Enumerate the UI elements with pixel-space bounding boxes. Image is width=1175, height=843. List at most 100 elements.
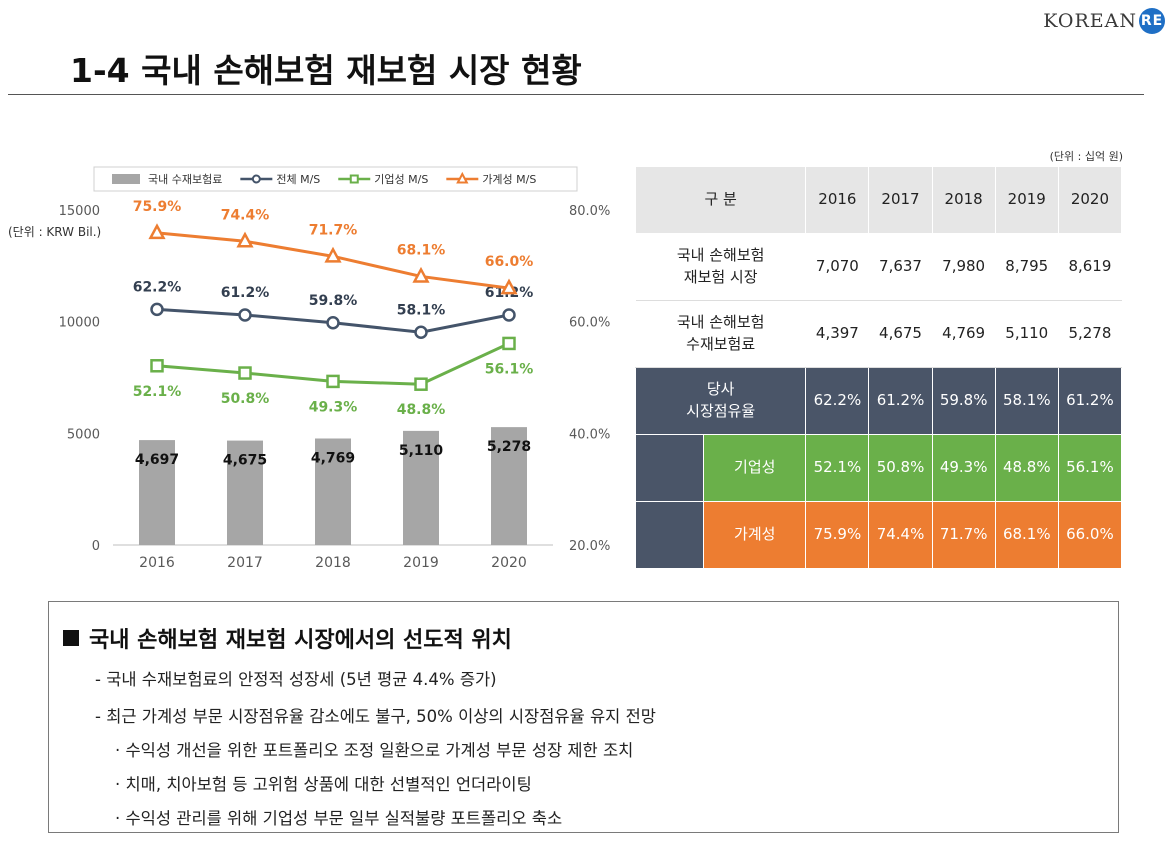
line-label: 75.9%	[133, 199, 182, 215]
line-label: 49.3%	[309, 399, 358, 415]
line-point	[412, 266, 430, 283]
table-cell: 49.3%	[931, 434, 996, 502]
y2-tick-label: 20.0%	[569, 539, 610, 554]
table-row-corporate: 기업성 52.1% 50.8% 49.3% 48.8% 56.1%	[634, 434, 1123, 502]
bar-label: 5,278	[487, 439, 531, 455]
line-label: 48.8%	[397, 402, 446, 418]
table-header-label: 구 분	[634, 166, 807, 234]
legend-label: 기업성 M/S	[374, 173, 428, 186]
line-label: 71.7%	[309, 222, 358, 238]
y-tick-label: 0	[92, 539, 100, 554]
line-point	[236, 231, 254, 248]
table-cell: 5,278	[1058, 300, 1122, 368]
line-point	[148, 223, 166, 240]
legend-swatch	[112, 174, 140, 184]
x-tick-label: 2016	[139, 555, 175, 571]
table-cell: 7,070	[805, 233, 869, 301]
market-chart: 0 5000 10000 15000 (단위 : KRW Bil.) 20.0% 40.0%…	[8, 166, 610, 571]
bar-label: 4,769	[311, 450, 355, 466]
legend-label: 전체 M/S	[276, 173, 320, 186]
line-label: 52.1%	[133, 384, 182, 400]
x-tick-label: 2018	[315, 555, 351, 571]
table-header-row: 구 분 2016 2017 2018 2019 2020	[634, 166, 1123, 234]
bar-label: 4,697	[135, 452, 179, 468]
table-cell: 8,795	[995, 233, 1059, 301]
table-cell: 75.9%	[805, 501, 870, 569]
line-label: 66.0%	[485, 254, 534, 270]
summary-line: · 수익성 개선을 위한 포트폴리오 조정 일환으로 가계성 부문 성장 제한 …	[115, 741, 634, 760]
line-point	[414, 325, 428, 340]
summary-line: · 치매, 치아보험 등 고위험 상품에 대한 선별적인 언더라이팅	[115, 775, 532, 794]
line-label: 62.2%	[133, 279, 182, 295]
x-tick-label: 2017	[227, 555, 263, 571]
unit-label: (단위 : KRW Bil.)	[8, 225, 101, 239]
line-point	[324, 246, 342, 263]
table-cell: 59.8%	[931, 367, 996, 435]
table-cell: 58.1%	[994, 367, 1059, 435]
market-table: 구 분 2016 2017 2018 2019 2020 국내 손해보험 재보험 …	[634, 166, 1123, 569]
table-row-share: 당사 시장점유율 62.2% 61.2% 59.8% 58.1% 61.2%	[634, 367, 1123, 435]
korean-re-logo: KOREAN RE	[1043, 8, 1165, 34]
table-cell: 4,769	[932, 300, 996, 368]
table-cell: 50.8%	[868, 434, 933, 502]
y-tick-label: 5000	[67, 427, 100, 442]
table-cell: 66.0%	[1057, 501, 1123, 569]
bar	[403, 430, 439, 545]
table-cell: 71.7%	[931, 501, 996, 569]
table-cell: 8,619	[1058, 233, 1122, 301]
page-title: 1-4 국내 손해보험 재보험 시장 현황	[70, 51, 582, 90]
table-row-spacer	[634, 501, 705, 569]
y2-tick-label: 40.0%	[569, 427, 610, 442]
legend-marker	[456, 171, 469, 184]
line-point	[238, 308, 252, 322]
table-cell: 48.8%	[994, 434, 1059, 502]
line-label: 61.2%	[221, 285, 270, 301]
title-divider	[8, 94, 1144, 95]
table-year-header: 2018	[931, 166, 996, 234]
table-row-label: 당사 시장점유율	[634, 367, 807, 435]
table-year-header: 2017	[868, 166, 933, 234]
table-cell: 7,637	[868, 233, 933, 301]
x-tick-label: 2020	[491, 555, 527, 571]
table-year-header: 2016	[805, 166, 870, 234]
table-cell: 52.1%	[805, 434, 870, 502]
bar	[139, 440, 175, 545]
summary-line: · 수익성 관리를 위해 기업성 부문 일부 실적불량 포트폴리오 축소	[115, 809, 563, 828]
bar-label: 4,675	[223, 453, 267, 469]
table-row-household: 가계성 75.9% 74.4% 71.7% 68.1% 66.0%	[634, 501, 1123, 569]
table-cell: 74.4%	[868, 501, 933, 569]
line-point	[150, 302, 164, 317]
y2-tick-label: 60.0%	[569, 316, 610, 331]
table-row-market: 국내 손해보험 재보험 시장 7,070 7,637 7,980 8,795 8,…	[635, 233, 1122, 301]
table-cell: 68.1%	[994, 501, 1059, 569]
table-cell: 5,110	[995, 300, 1059, 368]
y-tick-label: 10000	[59, 316, 100, 331]
table-cell: 7,980	[932, 233, 996, 301]
table-cell: 61.2%	[1057, 367, 1123, 435]
table-row-label: 가계성	[703, 501, 807, 569]
summary-heading: 국내 손해보험 재보험 시장에서의 선도적 위치	[63, 622, 512, 654]
table-row-label: 기업성	[703, 434, 807, 502]
legend-label: 가계성 M/S	[482, 173, 536, 186]
table-cell: 56.1%	[1057, 434, 1123, 502]
table-cell: 62.2%	[805, 367, 870, 435]
line-point	[414, 377, 428, 391]
logo-mark: RE	[1139, 8, 1165, 34]
table-row-label: 국내 손해보험 수재보험료	[635, 300, 806, 368]
table-cell: 4,397	[805, 300, 869, 368]
x-tick-label: 2019	[403, 555, 439, 571]
line-point	[326, 374, 340, 389]
line-point	[150, 359, 164, 373]
table-unit-note: (단위 : 십억 원)	[1049, 150, 1123, 163]
bar	[491, 427, 527, 545]
table-row-label: 국내 손해보험 재보험 시장	[635, 233, 806, 301]
legend-label: 국내 수재보험료	[148, 173, 222, 186]
legend-marker	[349, 174, 359, 184]
line-label: 74.4%	[221, 207, 270, 223]
logo-text: KOREAN	[1043, 10, 1137, 32]
summary-line: - 국내 수재보험료의 안정적 성장세 (5년 평균 4.4% 증가)	[95, 670, 497, 689]
line-point	[500, 278, 518, 295]
line-point	[502, 308, 516, 322]
table-cell: 4,675	[868, 300, 933, 368]
summary-line: - 최근 가계성 부문 시장점유율 감소에도 불구, 50% 이상의 시장점유율…	[95, 707, 656, 726]
